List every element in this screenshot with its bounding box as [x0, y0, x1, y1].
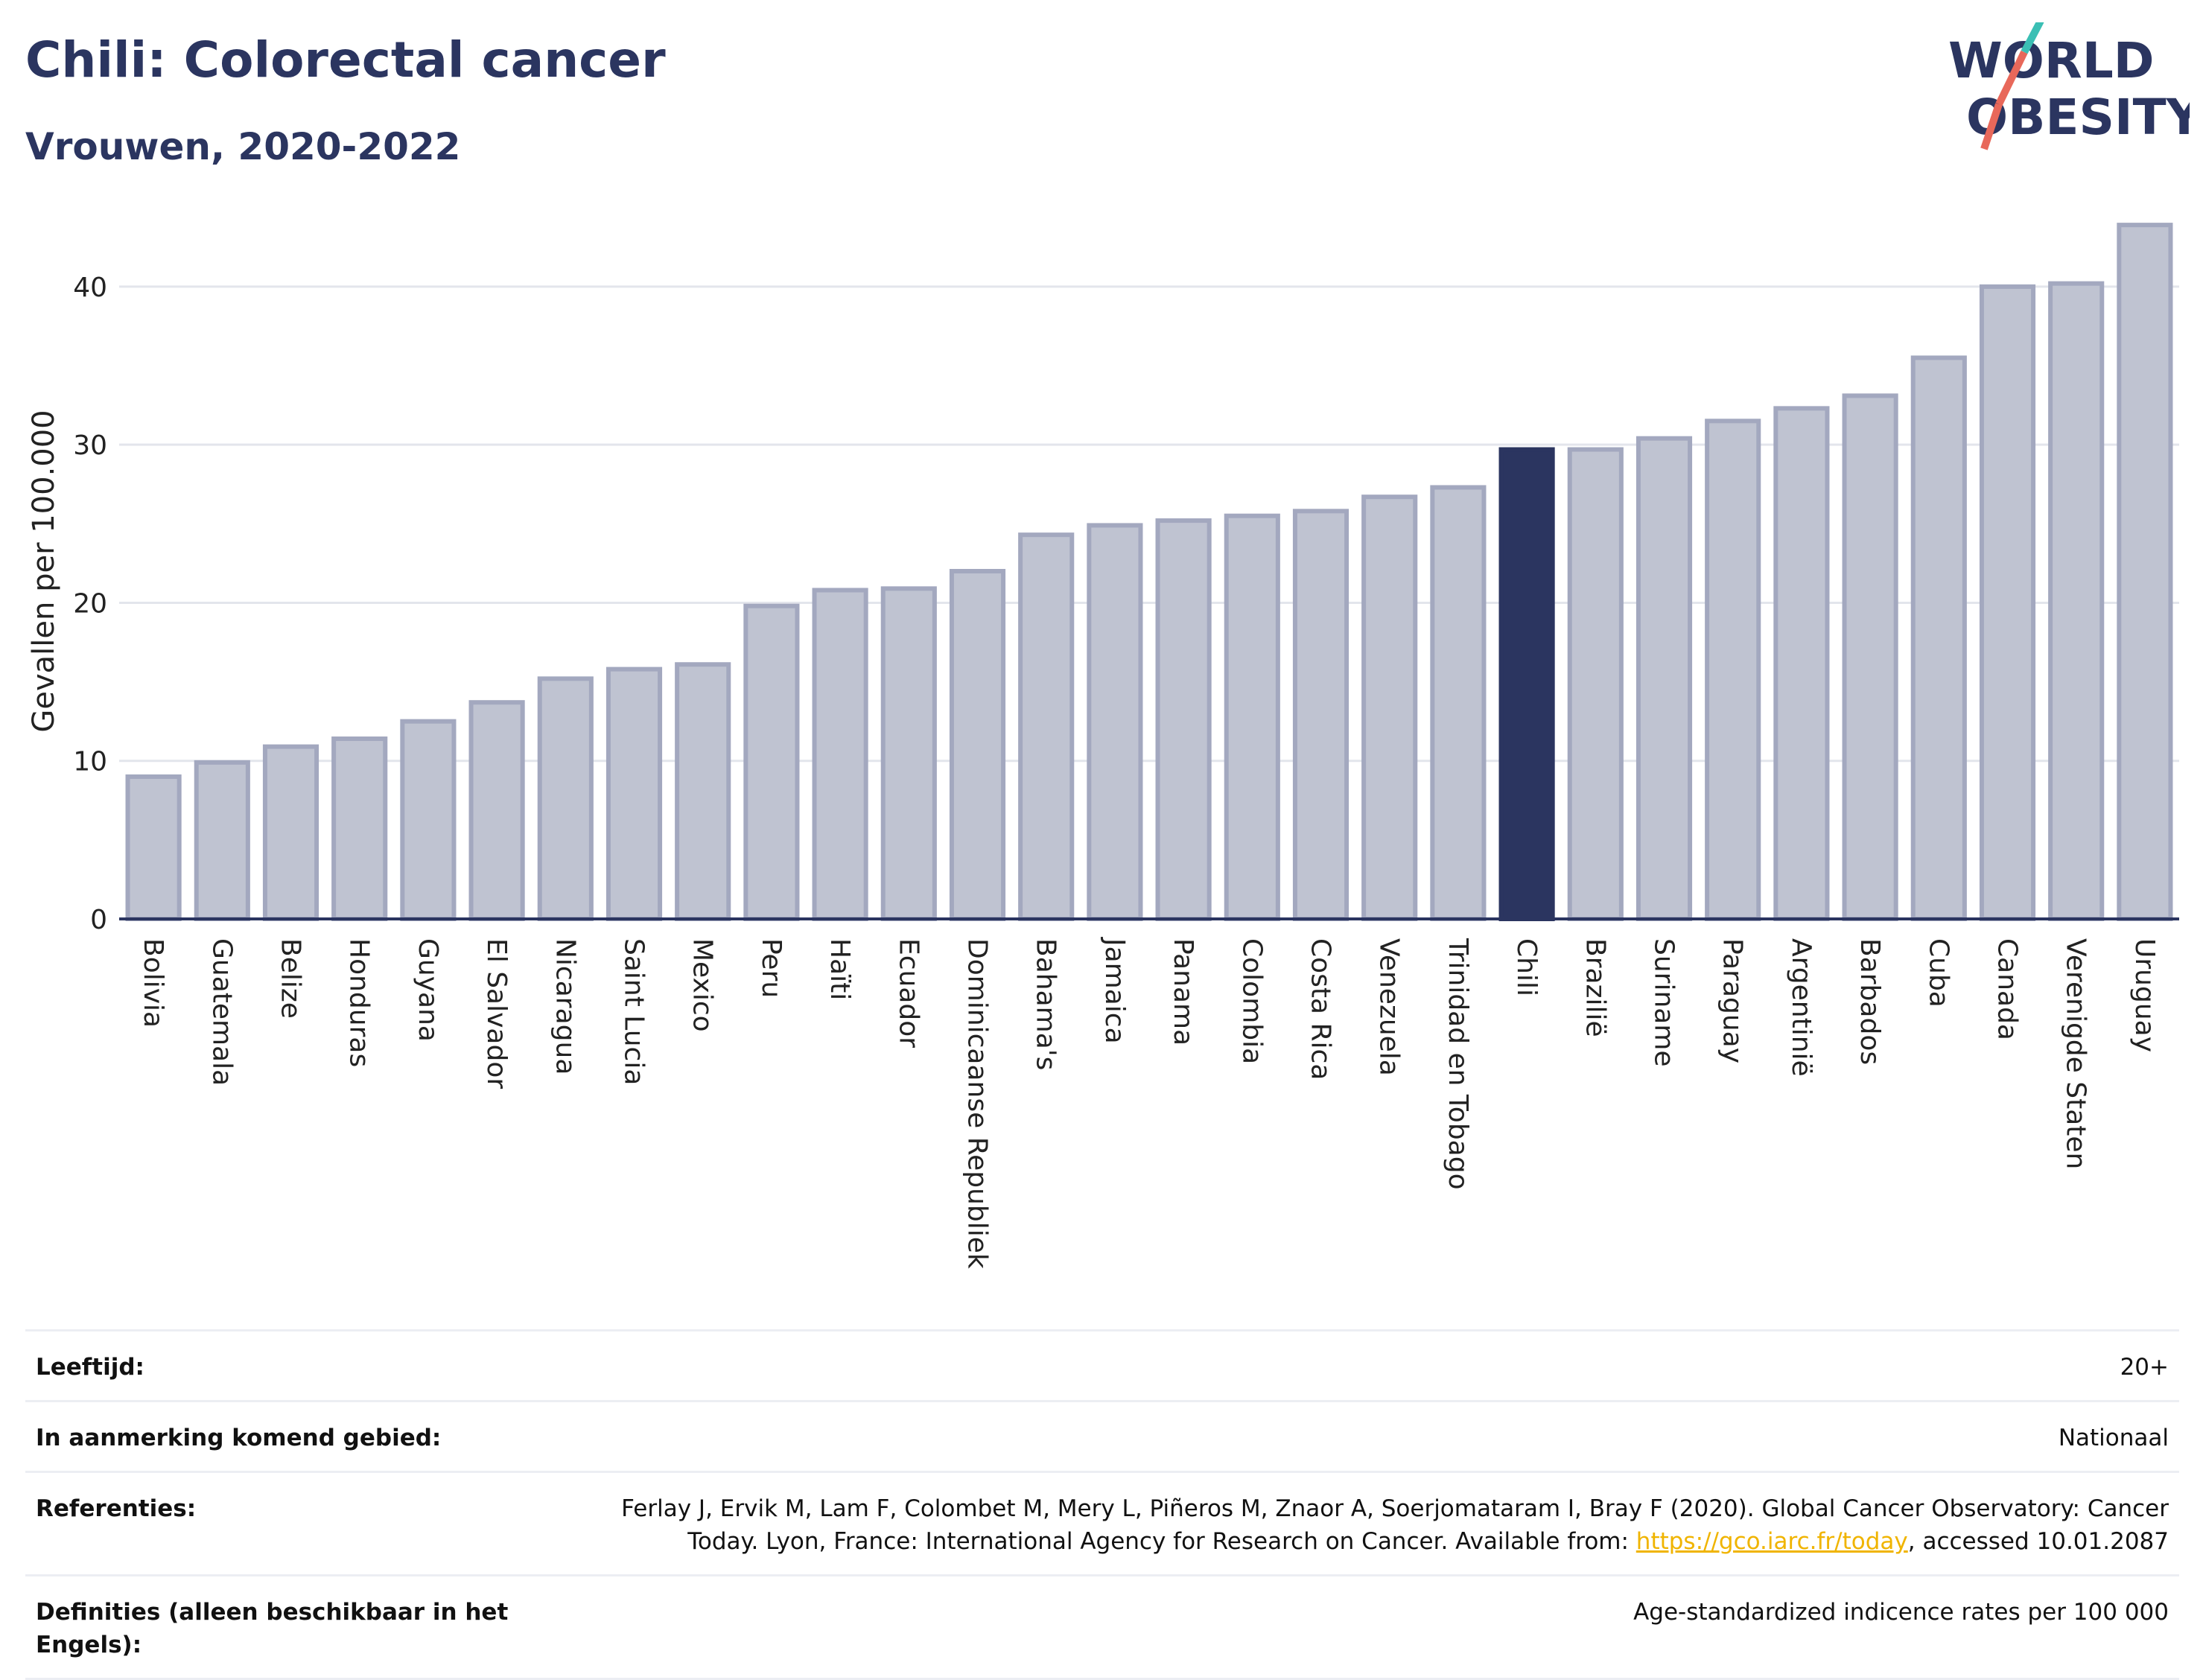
logo-slash-red-lower	[1980, 103, 2003, 150]
bar	[1635, 436, 1693, 921]
x-tick-label: Saint Lucia	[619, 938, 649, 1085]
bar	[1155, 518, 1212, 921]
x-tick-label: Mexico	[687, 938, 718, 1032]
x-tick-label: Barbados	[1854, 938, 1885, 1065]
bar	[949, 569, 1006, 921]
x-tick-label: Cuba	[1923, 938, 1954, 1008]
bar	[2117, 223, 2173, 921]
bar	[1292, 509, 1350, 921]
bar	[400, 719, 457, 922]
x-tick-label: Colombia	[1236, 938, 1267, 1064]
reference-link[interactable]: https://gco.iarc.fr/today	[1635, 1528, 1908, 1555]
bar	[675, 662, 731, 921]
x-tick-label: Venezuela	[1374, 938, 1405, 1076]
x-tick-label: Ecuador	[893, 938, 924, 1048]
bar	[1498, 447, 1555, 921]
logo-line1: WORLD	[1948, 32, 2155, 89]
footer-row-age: Leeftijd: 20+	[25, 1329, 2179, 1400]
chart-footer: Leeftijd: 20+ In aanmerking komend gebie…	[25, 1329, 2179, 1680]
bar	[262, 744, 320, 922]
x-tick-label: Brazilië	[1580, 938, 1610, 1037]
x-tick-label: Bolivia	[138, 938, 168, 1028]
footer-row-area: In aanmerking komend gebied: Nationaal	[25, 1400, 2179, 1471]
bar	[537, 676, 594, 921]
bar	[1361, 494, 1418, 921]
footer-label: In aanmerking komend gebied:	[36, 1425, 442, 1451]
chart-title: Chili: Colorectal cancer	[25, 31, 666, 89]
x-tick-label: Verenigde Staten	[2061, 938, 2091, 1169]
footer-label: Leeftijd:	[36, 1354, 144, 1381]
x-tick-label: Haïti	[824, 938, 855, 1000]
x-tick-label: Guyana	[413, 938, 443, 1042]
x-tick-label: Uruguay	[2129, 938, 2160, 1052]
x-tick-label: Paraguay	[1717, 938, 1748, 1063]
world-obesity-logo: WORLD OBESITY	[1948, 22, 2190, 150]
footer-value: 20+	[2120, 1354, 2169, 1381]
bar	[1842, 393, 1898, 921]
footer-label: Definities (alleen beschikbaar in het En…	[36, 1599, 509, 1658]
bar	[1979, 284, 2036, 921]
y-tick-label: 10	[73, 747, 107, 777]
x-tick-label: Nicaragua	[550, 938, 580, 1075]
bar	[1018, 532, 1075, 921]
y-tick-label: 40	[73, 273, 107, 303]
footer-value: Age-standardized indicence rates per 100…	[1633, 1599, 2169, 1626]
bar	[125, 774, 182, 922]
bar	[194, 760, 250, 921]
reference-text: Ferlay J, Ervik M, Lam F, Colombet M, Me…	[621, 1495, 2169, 1555]
x-tick-label: Argentinië	[1786, 938, 1816, 1077]
bar	[2048, 281, 2105, 921]
y-axis-label: Gevallen per 100.000	[27, 410, 61, 732]
x-tick-label: El Salvador	[481, 938, 512, 1089]
x-tick-label: Bahama's	[1031, 938, 1061, 1070]
bar	[1705, 419, 1761, 921]
y-tick-label: 0	[90, 905, 107, 935]
x-tick-label: Honduras	[344, 938, 375, 1067]
x-tick-label: Peru	[756, 938, 786, 998]
footer-label: Referenties:	[36, 1495, 197, 1522]
footer-row-references: Referenties: Ferlay J, Ervik M, Lam F, C…	[25, 1471, 2179, 1574]
x-tick-label: Canada	[1992, 938, 2023, 1040]
bar	[743, 603, 800, 921]
reference-text-after: , accessed 10.01.2087	[1907, 1528, 2169, 1555]
bar-chart: 0 10 20 30 40 Gevallen per 100.000 Bolivia Guat…	[27, 223, 2179, 1269]
bar	[1567, 447, 1624, 921]
y-tick-label: 20	[73, 588, 107, 619]
bar	[468, 700, 525, 921]
bar	[1430, 485, 1487, 921]
bar	[1910, 355, 1967, 921]
x-tick-label: Costa Rica	[1306, 938, 1336, 1080]
x-tick-label: Guatemala	[206, 938, 237, 1086]
x-tick-label: Chili	[1511, 938, 1542, 996]
x-tick-label: Suriname	[1649, 938, 1679, 1067]
x-tick-label: Jamaica	[1099, 937, 1130, 1044]
bar	[605, 666, 663, 921]
bar	[1224, 513, 1280, 921]
logo-slash-red	[1995, 50, 2028, 106]
chart-subtitle: Vrouwen, 2020-2022	[25, 125, 461, 168]
footer-row-definitions: Definities (alleen beschikbaar in het En…	[25, 1574, 2179, 1680]
logo-slash-teal	[2021, 22, 2044, 54]
bar	[1087, 523, 1143, 921]
footer-value: Nationaal	[2058, 1425, 2169, 1451]
x-tick-label: Dominicaanse Republiek	[962, 938, 993, 1269]
x-tick-label: Panama	[1168, 938, 1198, 1046]
bar	[812, 588, 868, 921]
x-tick-label: Trinidad en Tobago	[1443, 938, 1473, 1190]
footer-value: Ferlay J, Ervik M, Lam F, Colombet M, Me…	[620, 1492, 2169, 1558]
x-tick-label: Belize	[276, 938, 306, 1019]
bar	[1773, 406, 1830, 921]
bar	[331, 736, 388, 921]
y-tick-label: 30	[73, 430, 107, 461]
bar	[880, 586, 937, 921]
